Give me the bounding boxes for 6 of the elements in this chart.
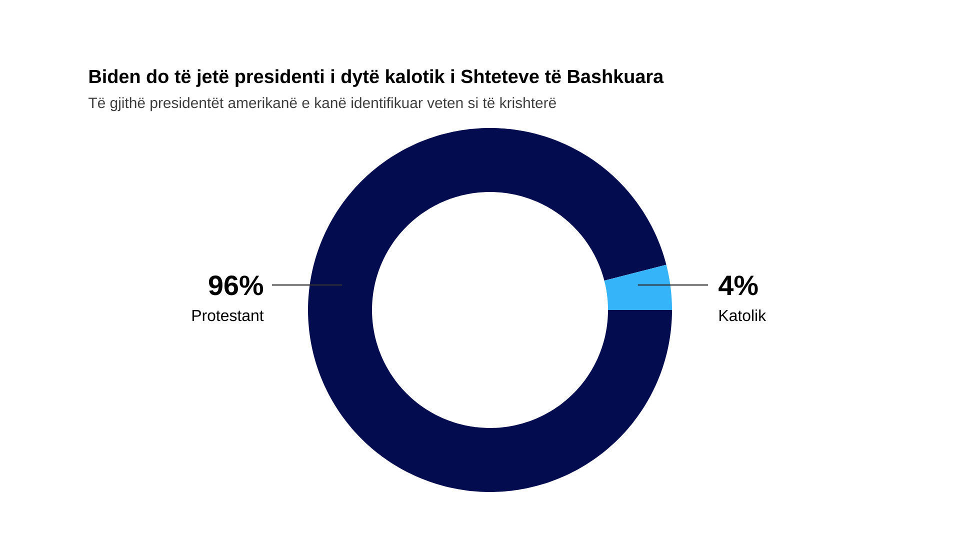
chart-title: Biden do të jetë presidenti i dytë kalotik i Shteteve të Bashkuara xyxy=(89,69,664,87)
slice-label: Protestant xyxy=(192,310,264,322)
chart-subtitle: Të gjithë presidentët amerikanë e kanë identifikuar veten si të krishterë xyxy=(88,97,556,112)
slice-label: Katolik xyxy=(720,309,766,322)
data-label: 4% xyxy=(718,276,758,296)
data-label: 96% xyxy=(208,276,264,296)
